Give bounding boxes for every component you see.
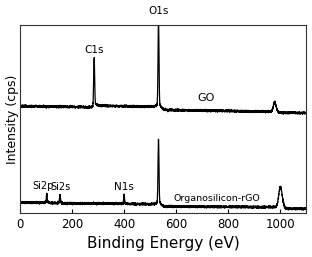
Text: GO: GO: [197, 93, 214, 103]
Text: Si2s: Si2s: [50, 182, 70, 192]
Text: Si2p: Si2p: [33, 181, 54, 191]
Y-axis label: Intensity (cps): Intensity (cps): [6, 74, 18, 164]
Text: Organosilicon-rGO: Organosilicon-rGO: [173, 194, 260, 203]
X-axis label: Binding Energy (eV): Binding Energy (eV): [87, 236, 240, 251]
Text: N1s: N1s: [114, 182, 134, 192]
Text: O1s: O1s: [148, 6, 169, 16]
Text: C1s: C1s: [85, 45, 104, 55]
